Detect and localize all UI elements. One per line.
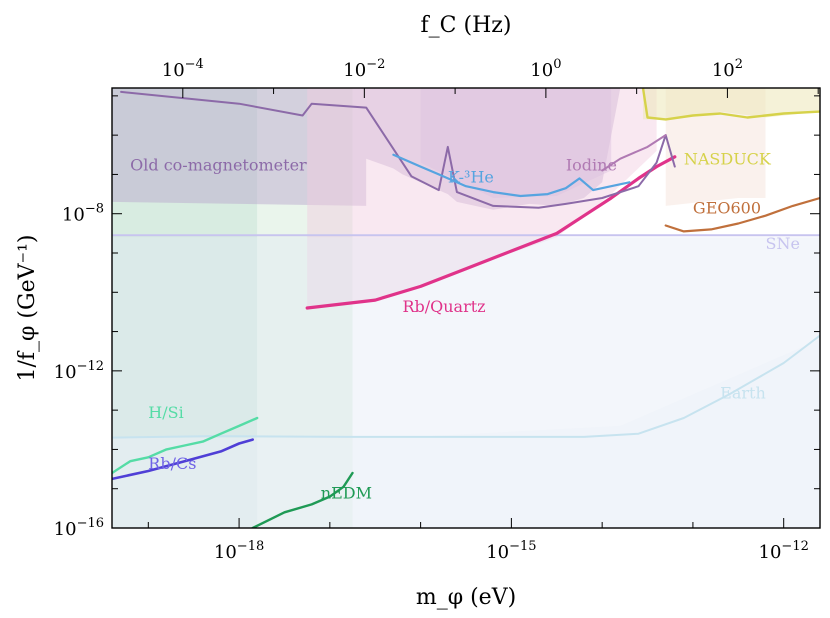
region-k-3he-region (420, 88, 612, 198)
series-line-earth (112, 334, 820, 439)
region-nasduck-region (643, 88, 820, 120)
axis-ticks (112, 88, 820, 529)
y-tick-label: 10−16 (54, 516, 104, 540)
top-x-tick-label: 10−4 (162, 57, 204, 81)
plot-frame (111, 87, 821, 529)
y-tick-label: 10−8 (62, 202, 104, 226)
shaded-regions (112, 88, 820, 528)
series-line-nedm (251, 471, 354, 528)
series-line-h-si (112, 416, 259, 475)
annotations: Old co-magnetometer K-³He Iodine NASDUCK GEO… (130, 150, 800, 503)
series-line-rb-cs (112, 438, 254, 481)
axis-tick-labels: 10−18 10−15 10−12 10−4 10−2 100 102 10−8 10−12 10… (54, 57, 809, 563)
series-line-iodine (601, 134, 667, 172)
series-line-old-co-magnetometer (120, 90, 676, 209)
series-line-geo600 (664, 196, 820, 233)
annotation-earth: Earth (720, 383, 766, 402)
region-nedm-region (257, 88, 353, 528)
x-tick-label: 10−12 (759, 539, 809, 563)
region-old-co-magnetometer-region (112, 88, 621, 210)
region-rb-quartz-region (307, 88, 657, 308)
x-tick-label: 10−18 (214, 539, 264, 563)
y-tick-label: 10−12 (54, 359, 104, 383)
top-x-tick-label: 102 (712, 57, 743, 81)
top-x-tick-label: 100 (530, 57, 561, 81)
region-h-si-region (112, 88, 258, 528)
series-line-nasduck (641, 88, 820, 121)
top-x-tick-label: 10−2 (343, 57, 385, 81)
annotation-k-he: K-³He (448, 167, 494, 186)
annotation-rb-quartz: Rb/Quartz (402, 297, 485, 316)
series-line-rb-quartz (305, 155, 677, 310)
annotation-h-si: H/Si (148, 403, 183, 422)
annotation-nedm: nEDM (321, 484, 372, 503)
annotation-old-co-magnetometer: Old co-magnetometer (130, 156, 307, 175)
region-sne-region (112, 237, 820, 528)
region-earth-region (112, 339, 820, 528)
annotation-iodine: Iodine (566, 156, 617, 175)
annotation-geo600: GEO600 (693, 199, 761, 218)
y-axis-title: 1/f_φ (GeV⁻¹) (15, 234, 40, 381)
x-tick-label: 10−15 (486, 539, 536, 563)
x-axis-title: m_φ (eV) (416, 585, 516, 610)
series-line-k-3he (392, 153, 631, 198)
annotation-sne: SNe (766, 234, 800, 253)
annotation-rb-cs: Rb/Cs (148, 454, 196, 473)
series-lines (112, 88, 820, 528)
top-axis-title: f_C (Hz) (421, 13, 512, 38)
annotation-nasduck: NASDUCK (684, 150, 772, 169)
